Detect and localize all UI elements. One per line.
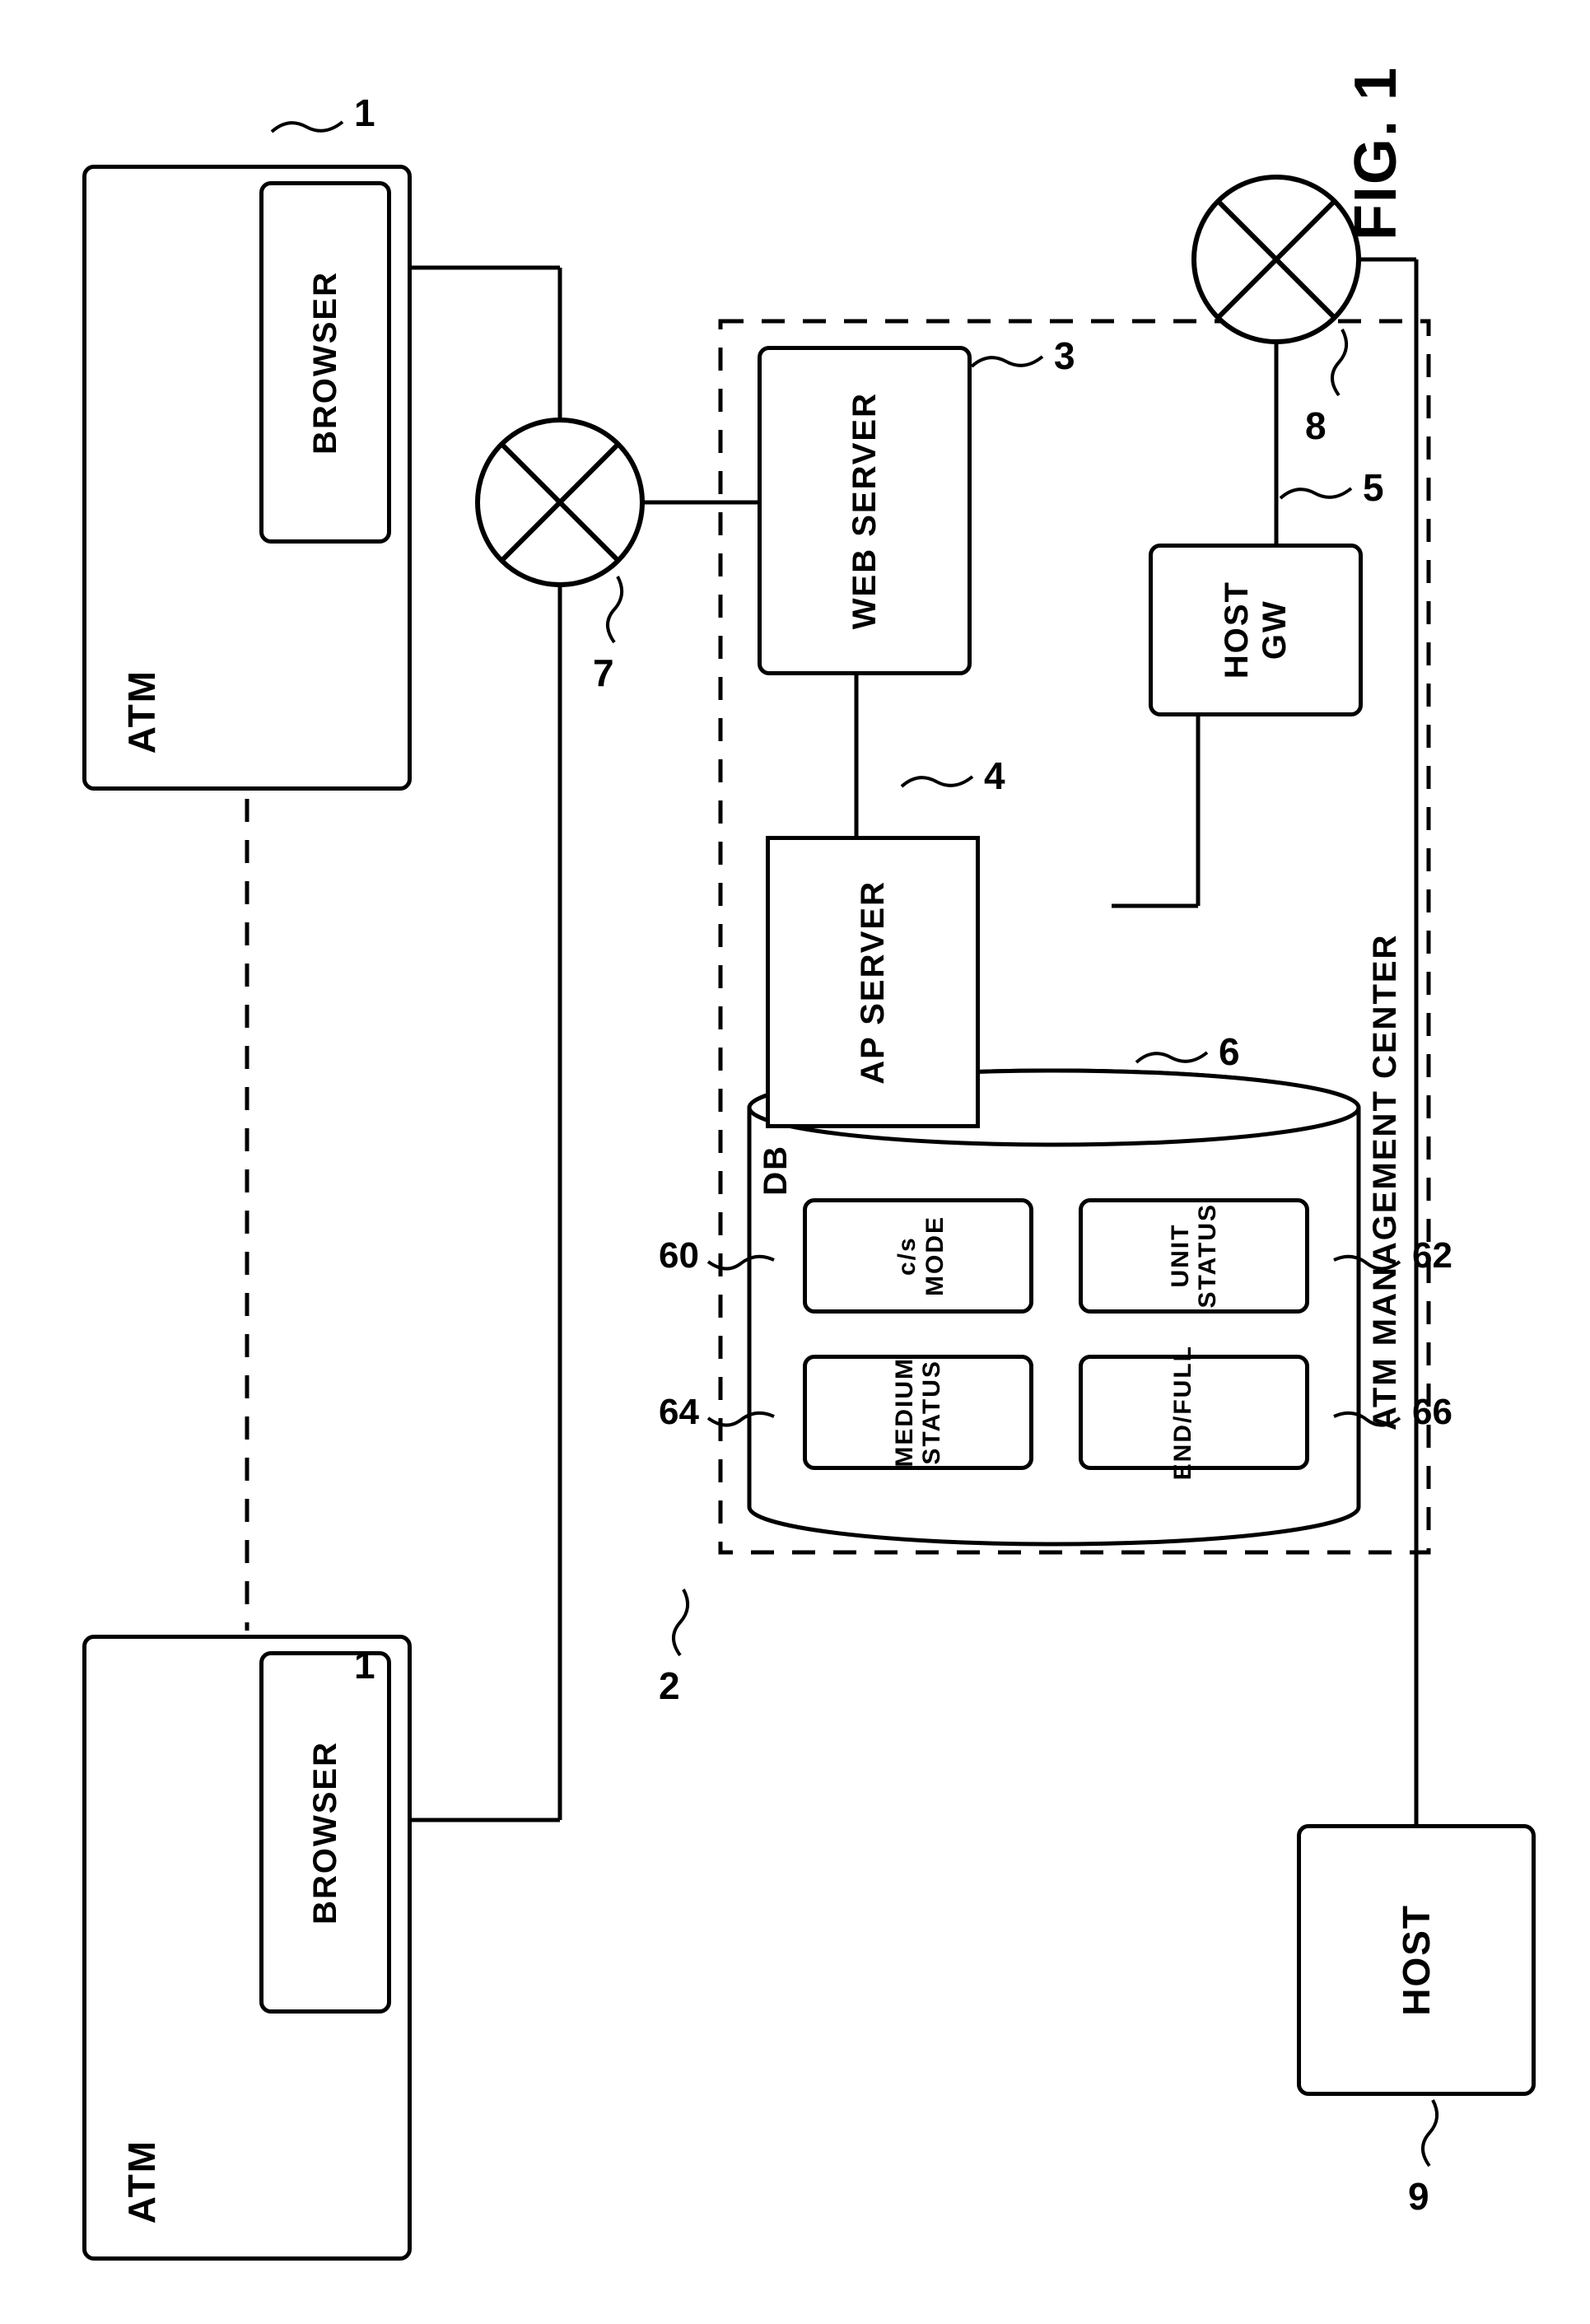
db-ref: 6 xyxy=(1219,1029,1240,1074)
db-endfull-label: END/FULL xyxy=(1169,1345,1219,1480)
db-label: DB xyxy=(758,1145,795,1196)
atm1-ref: 1 xyxy=(354,91,375,135)
gw-ref: 5 xyxy=(1363,465,1384,510)
db-cs-ref: 60 xyxy=(659,1235,699,1276)
db-medium-ref: 64 xyxy=(659,1392,699,1433)
db-unit: UNIT STATUS xyxy=(1079,1198,1309,1314)
atm1-browser: BROWSER xyxy=(259,181,391,544)
host-label: HOST xyxy=(1394,1904,1438,2016)
db-medium-label: MEDIUM STATUS xyxy=(891,1357,945,1468)
web-server: WEB SERVER xyxy=(758,346,972,675)
db-cs: c/s MODE xyxy=(803,1198,1033,1314)
net7-ref: 7 xyxy=(593,651,614,695)
atm2-ref: 1 xyxy=(354,1643,375,1687)
center-label: ATM MANAGEMENT CENTER xyxy=(1367,824,1404,1540)
host-ref: 9 xyxy=(1408,2174,1429,2219)
network-node-8 xyxy=(1194,177,1359,342)
db-unit-label: UNIT STATUS xyxy=(1167,1203,1221,1309)
db-medium: MEDIUM STATUS xyxy=(803,1355,1033,1470)
ap-server: AP SERVER xyxy=(766,836,980,1128)
db-cs-label: c/s MODE xyxy=(893,1202,943,1309)
network-node-7 xyxy=(478,420,642,585)
atm1-label: ATM xyxy=(119,670,164,754)
center-ref: 2 xyxy=(659,1664,680,1708)
web-ref: 3 xyxy=(1054,334,1075,378)
atm2-browser: BROWSER xyxy=(259,1651,391,2014)
atm1-browser-label: BROWSER xyxy=(307,271,344,455)
db-endfull-ref: 66 xyxy=(1412,1392,1452,1433)
ap-server-label: AP SERVER xyxy=(855,880,892,1085)
host-box: HOST xyxy=(1297,1824,1536,2096)
net8-ref: 8 xyxy=(1305,404,1327,448)
host-gw: HOST GW xyxy=(1149,544,1363,716)
db-endfull: END/FULL xyxy=(1079,1355,1309,1470)
atm2-browser-label: BROWSER xyxy=(307,1741,344,1925)
host-gw-label: HOST GW xyxy=(1218,581,1294,679)
web-server-label: WEB SERVER xyxy=(846,392,884,629)
atm2-label: ATM xyxy=(119,2140,164,2224)
db-unit-ref: 62 xyxy=(1412,1235,1452,1276)
ap-ref: 4 xyxy=(984,754,1005,798)
